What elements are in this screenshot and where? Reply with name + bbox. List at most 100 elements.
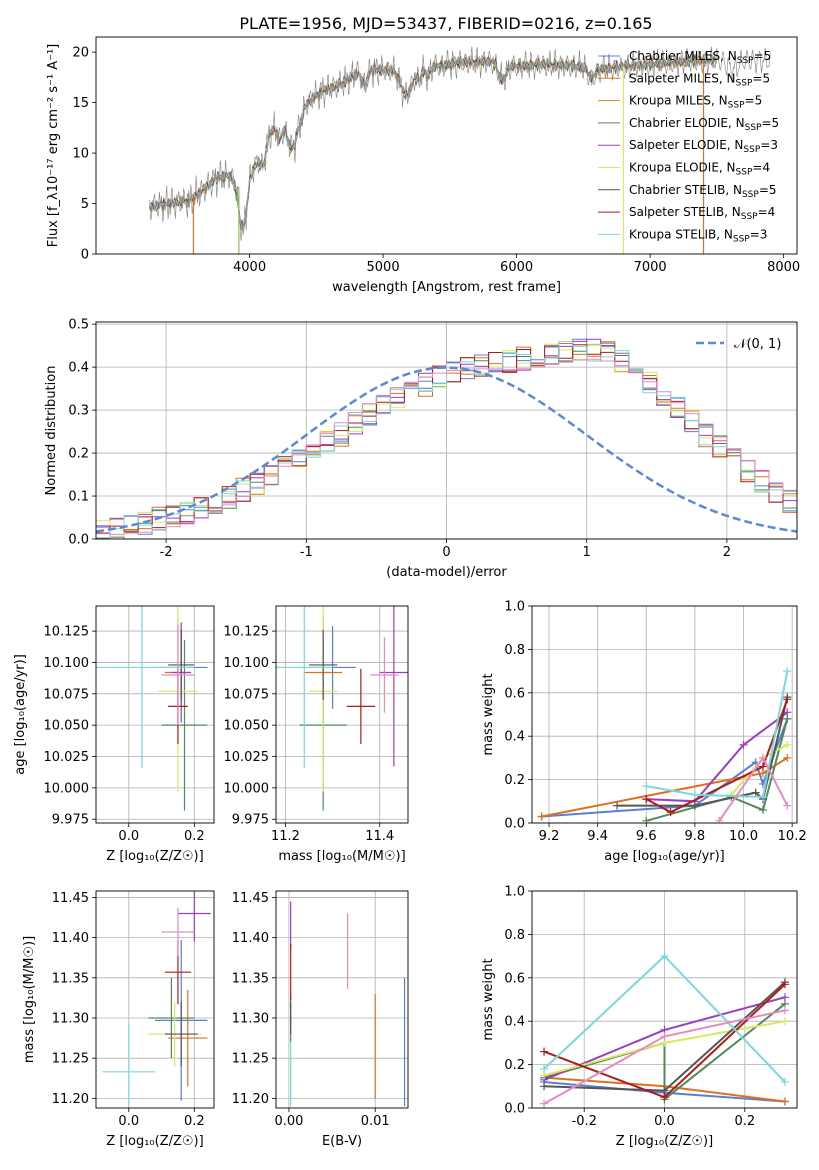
legend-label: Salpeter MILES, NSSP=5: [629, 71, 770, 88]
legend-text: Kroupa STELIB, N: [629, 227, 733, 241]
axes-frame: [531, 890, 798, 1109]
y-tick-label: 11.25: [52, 1052, 89, 1067]
x-tick-label: -0.2: [572, 1114, 597, 1129]
y-tick-label: 10.125: [224, 625, 270, 640]
axes-frame: [95, 36, 798, 255]
series-marker: [690, 801, 699, 810]
x-tick-label: 0.0: [118, 829, 139, 844]
legend-subscript: SSP: [743, 145, 760, 155]
axes-frame: [95, 321, 798, 540]
x-tick-label: 0: [442, 545, 450, 560]
plot-area: [540, 952, 789, 1108]
mass-vs-metallicity-plot: 0.0 0.2 11.20 11.25 11.30 11.35 11.40 11.45 Z [l…: [22, 890, 215, 1149]
legend-value: =5: [761, 116, 779, 130]
x-axis-label: Z [log₁₀(Z/Z☉)]: [616, 1134, 713, 1149]
x-tick-label: -1: [300, 545, 313, 560]
legend-value: =5: [754, 49, 772, 63]
series-marker: [751, 788, 760, 797]
y-tick-label: 5: [81, 197, 89, 212]
axes: 0.0 0.2 9.975 10.000 10.025 10.050 10.075 10.10…: [13, 605, 215, 864]
series-marker: [642, 816, 651, 823]
y-tick-label: 11.40: [52, 931, 89, 946]
y-tick-label: 0.8: [504, 643, 525, 658]
massweight-vs-age-plot: 9.2 9.4 9.6 9.8 10.0 10.2 0.0 0.2 0.4 0.6 0.8 1.0 ag…: [481, 600, 807, 865]
y-tick-label: 0.4: [504, 1015, 525, 1030]
y-tick-label: 11.30: [52, 1011, 89, 1026]
y-tick-label: 11.20: [52, 1092, 89, 1107]
error-bar-point: [168, 629, 195, 701]
x-tick-label: 6000: [500, 260, 533, 275]
legend-value: =4: [752, 161, 770, 175]
series-marker: [660, 1093, 669, 1102]
legend-text: Kroupa MILES, N: [629, 94, 728, 108]
plot-area: [276, 606, 408, 811]
y-tick-label: 11.25: [232, 1052, 269, 1067]
axes-frame: [531, 605, 798, 824]
x-tick-label: 9.4: [587, 829, 608, 844]
series-marker: [540, 1099, 549, 1108]
error-bar-point: [161, 907, 195, 957]
series-marker: [540, 1047, 549, 1056]
legend-text: Chabrier ELODIE, N: [629, 116, 745, 130]
error-bar-point: [102, 1023, 155, 1108]
series-path: [617, 696, 789, 807]
y-tick-label: 10.000: [44, 781, 90, 796]
series-marker: [780, 1017, 789, 1026]
legend-label: Kroupa MILES, NSSP=5: [629, 94, 762, 111]
legend-label: Salpeter STELIB, NSSP=4: [629, 205, 775, 222]
legend-label: 𝒩(0, 1): [734, 337, 781, 352]
figure-title: PLATE=1956, MJD=53437, FIBERID=0216, z=0…: [239, 14, 652, 33]
x-tick-label: 10.2: [778, 829, 807, 844]
error-bar-point: [96, 606, 195, 768]
legend-text: Salpeter STELIB, N: [629, 205, 741, 219]
y-tick-label: 0.2: [504, 773, 525, 788]
age-vs-mass-plot: 11.2 11.4 9.975 10.000 10.025 10.050 10.075 10.…: [224, 605, 409, 864]
mass-vs-ebv-plot: 0.00 0.01 11.20 11.25 11.30 11.35 11.40 11.45 E(…: [232, 890, 409, 1149]
histogram-step: [96, 341, 797, 539]
series-marker: [780, 980, 789, 989]
y-tick-label: 10.125: [44, 625, 90, 640]
error-bar-point: [164, 1001, 198, 1067]
legend-text: Salpeter MILES, N: [629, 71, 736, 85]
axes: 0.0 0.2 11.20 11.25 11.30 11.35 11.40 11.45 Z [l…: [22, 890, 215, 1149]
series-marker: [660, 952, 669, 961]
axes: -2 -1 0 1 2 0.0 0.1 0.2 0.3 0.4 0.5 (data-model)/er…: [44, 318, 798, 580]
x-tick-label: -2: [160, 545, 173, 560]
axes-frame: [275, 890, 409, 1109]
error-bar-point: [161, 624, 195, 726]
legend-text: Salpeter ELODIE, N: [629, 138, 743, 152]
y-axis-label: Normed distribution: [44, 366, 59, 496]
series-marker: [642, 795, 651, 804]
y-tick-label: 1.0: [504, 600, 525, 615]
x-tick-label: 0.01: [361, 1114, 390, 1129]
y-tick-label: 11.20: [232, 1092, 269, 1107]
series-marker: [540, 1082, 549, 1091]
y-tick-label: 0.3: [68, 404, 89, 419]
grid-lines: [96, 606, 214, 823]
y-tick-label: 0.8: [504, 928, 525, 943]
legend-value: =5: [759, 183, 777, 197]
x-axis-label: Z [log₁₀(Z/Z☉)]: [106, 849, 203, 864]
series-marker: [758, 762, 767, 771]
y-tick-label: 0: [81, 248, 89, 263]
legend-value: =5: [752, 71, 770, 85]
model-spectrum-line: [149, 53, 717, 236]
legend-subscript: SSP: [736, 168, 753, 178]
y-tick-label: 0.0: [504, 817, 525, 832]
error-bar-point: [177, 891, 211, 942]
residual-histogram-plot: -2 -1 0 1 2 0.0 0.1 0.2 0.3 0.4 0.5 (data-model)/er…: [44, 318, 798, 580]
x-tick-label: 9.8: [685, 829, 706, 844]
legend-subscript: SSP: [741, 212, 758, 222]
series-marker: [783, 740, 792, 749]
plot-area: [96, 606, 208, 811]
x-axis-label: (data-model)/error: [386, 565, 507, 580]
y-tick-label: 9.975: [232, 813, 269, 828]
series-path: [646, 718, 789, 822]
series-marker: [758, 792, 767, 801]
histogram-step: [96, 338, 797, 538]
legend-subscript: SSP: [737, 56, 754, 66]
legend: 𝒩(0, 1): [696, 337, 781, 352]
y-tick-label: 0.5: [68, 318, 89, 333]
age-vs-metallicity-plot: 0.0 0.2 9.975 10.000 10.025 10.050 10.075 10.10…: [13, 605, 215, 864]
